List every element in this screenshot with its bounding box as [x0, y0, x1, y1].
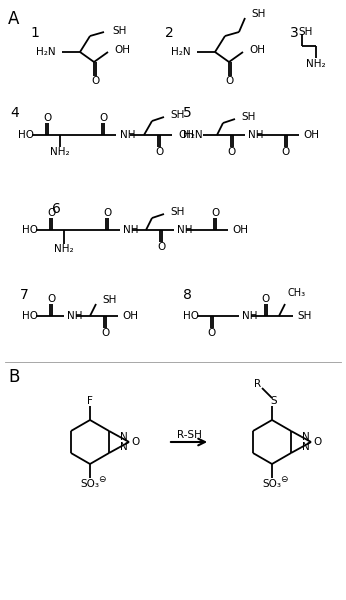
- Text: NH: NH: [177, 225, 192, 235]
- Text: O: O: [131, 437, 139, 447]
- Text: H₂N: H₂N: [36, 47, 56, 57]
- Text: ⊖: ⊖: [98, 475, 106, 485]
- Text: OH: OH: [303, 130, 319, 140]
- Text: OH: OH: [232, 225, 248, 235]
- Text: O: O: [103, 208, 111, 218]
- Text: HO: HO: [22, 311, 38, 321]
- Text: O: O: [262, 294, 270, 304]
- Text: OH: OH: [249, 45, 265, 55]
- Text: O: O: [155, 147, 163, 157]
- Text: HO: HO: [183, 311, 199, 321]
- Text: SH: SH: [170, 110, 184, 120]
- Text: NH₂: NH₂: [306, 59, 326, 69]
- Text: SH: SH: [102, 295, 116, 305]
- Text: S: S: [271, 396, 277, 406]
- Text: O: O: [47, 294, 55, 304]
- Text: R-SH: R-SH: [176, 430, 201, 440]
- Text: 2: 2: [165, 26, 174, 40]
- Text: SO₃: SO₃: [263, 479, 282, 489]
- Text: 1: 1: [30, 26, 39, 40]
- Text: NH: NH: [120, 130, 136, 140]
- Text: O: O: [208, 328, 216, 338]
- Text: O: O: [313, 437, 321, 447]
- Text: 5: 5: [183, 106, 192, 120]
- Text: NH: NH: [248, 130, 264, 140]
- Text: N: N: [120, 443, 128, 452]
- Text: CH₃: CH₃: [287, 288, 305, 298]
- Text: O: O: [282, 147, 290, 157]
- Text: O: O: [43, 113, 51, 123]
- Text: R: R: [254, 379, 262, 389]
- Text: 7: 7: [20, 288, 29, 302]
- Text: SH: SH: [297, 311, 311, 321]
- Text: N: N: [302, 431, 310, 442]
- Text: B: B: [8, 368, 19, 386]
- Text: SH: SH: [170, 207, 184, 217]
- Text: HO: HO: [18, 130, 34, 140]
- Text: O: O: [228, 147, 236, 157]
- Text: O: O: [211, 208, 219, 218]
- Text: HO: HO: [22, 225, 38, 235]
- Text: NH₂: NH₂: [54, 244, 74, 254]
- Text: H₂N: H₂N: [183, 130, 203, 140]
- Text: O: O: [99, 113, 107, 123]
- Text: O: O: [91, 76, 99, 86]
- Text: 6: 6: [52, 202, 61, 216]
- Text: OH: OH: [122, 311, 138, 321]
- Text: SH: SH: [251, 9, 265, 19]
- Text: 8: 8: [183, 288, 192, 302]
- Text: O: O: [157, 242, 165, 252]
- Text: O: O: [101, 328, 109, 338]
- Text: H₂N: H₂N: [171, 47, 191, 57]
- Text: ⊖: ⊖: [280, 475, 288, 485]
- Text: NH: NH: [242, 311, 257, 321]
- Text: SO₃: SO₃: [81, 479, 100, 489]
- Text: OH: OH: [114, 45, 130, 55]
- Text: N: N: [302, 443, 310, 452]
- Text: N: N: [120, 431, 128, 442]
- Text: 4: 4: [10, 106, 19, 120]
- Text: NH₂: NH₂: [50, 147, 70, 157]
- Text: SH: SH: [298, 27, 312, 37]
- Text: F: F: [87, 396, 93, 406]
- Text: SH: SH: [241, 112, 255, 122]
- Text: OH: OH: [178, 130, 194, 140]
- Text: NH: NH: [67, 311, 82, 321]
- Text: SH: SH: [112, 26, 126, 36]
- Text: NH: NH: [123, 225, 138, 235]
- Text: 3: 3: [290, 26, 299, 40]
- Text: O: O: [226, 76, 234, 86]
- Text: A: A: [8, 10, 19, 28]
- Text: O: O: [47, 208, 55, 218]
